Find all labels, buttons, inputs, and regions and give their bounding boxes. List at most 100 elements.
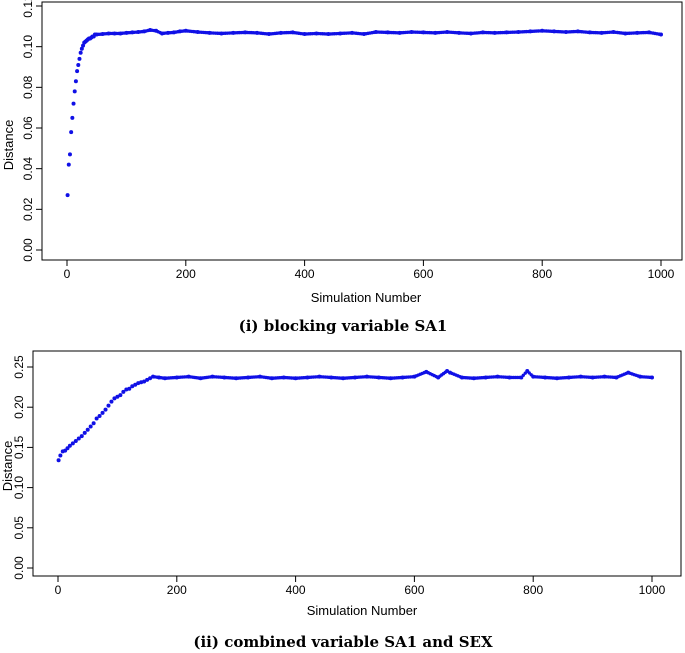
data-point-1-97: [146, 28, 150, 33]
data-point-2-167: [363, 375, 367, 379]
y-tick-label-1-5: 0.10: [21, 35, 35, 59]
data-point-2-27: [133, 382, 138, 387]
data-point-2-7: [73, 438, 78, 443]
data-point-2-127: [268, 376, 272, 380]
data-point-2-20: [112, 396, 117, 401]
data-point-1-164: [312, 31, 317, 36]
data-point-1-244: [502, 30, 507, 35]
data-point-1-11: [78, 50, 83, 55]
data-point-2-97: [196, 376, 201, 380]
data-point-1-174: [336, 31, 340, 36]
data-point-2-31: [145, 377, 150, 382]
data-point-2-172: [375, 375, 379, 380]
x-axis-1: 0 200 400 600 800 1000: [64, 260, 675, 281]
x-tick-label-2-2: 400: [286, 583, 306, 597]
data-point-2-275: [624, 371, 628, 376]
data-point-2-107: [220, 375, 225, 380]
data-point-1-83: [104, 31, 109, 36]
data-point-1-2: [67, 152, 72, 157]
data-point-1-9: [76, 62, 81, 67]
data-point-1-81: [98, 32, 103, 36]
panel-1: 0 200 400 600 800 1000 0.000.020.040.060.080.…: [1, 0, 683, 335]
data-point-2-11: [85, 427, 90, 432]
y-tick-label-2-4: 0.20: [12, 395, 26, 419]
data-point-1-229: [467, 31, 471, 36]
data-point-2-21: [115, 394, 120, 399]
data-point-1-274: [574, 29, 578, 34]
data-point-1-299: [633, 31, 637, 35]
data-point-1-214: [431, 31, 435, 35]
x-tick-label-2-0: 0: [55, 583, 62, 597]
x-tick-label-2-5: 1000: [639, 583, 666, 597]
data-point-2-112: [232, 376, 236, 380]
y-axis-label-1: Distance: [1, 120, 16, 171]
data-point-2-1: [58, 453, 63, 458]
panel-2: 0 200 400 600 800 1000 0.000.050.100.150.200.…: [0, 350, 682, 651]
data-point-2-162: [351, 375, 355, 380]
data-point-1-1: [66, 162, 71, 167]
data-point-2-92: [185, 375, 189, 379]
x-tick-label-1-4: 800: [532, 267, 552, 281]
y-tick-label-2-5: 0.25: [12, 355, 26, 379]
data-point-2-187: [410, 375, 415, 379]
data-point-1-309: [657, 32, 661, 36]
data-point-2-23: [121, 389, 126, 394]
y-tick-label-2-3: 0.15: [12, 435, 26, 459]
data-point-2-226: [505, 375, 510, 380]
data-point-1-6: [72, 89, 77, 94]
data-point-2-221: [493, 375, 498, 379]
x-tick-label-2-1: 200: [167, 583, 187, 597]
data-points-1: [65, 27, 663, 198]
data-point-1-87: [116, 31, 121, 36]
data-point-1-159: [300, 32, 305, 36]
data-point-2-25: [127, 386, 132, 391]
data-point-1-254: [526, 29, 531, 34]
data-point-2-9: [79, 434, 84, 439]
data-point-1-105: [170, 30, 174, 35]
data-point-1-101: [158, 30, 162, 35]
x-axis-label-1: Simulation Number: [311, 290, 422, 305]
data-point-1-4: [70, 115, 75, 120]
data-point-2-216: [482, 375, 486, 380]
data-point-1-13: [81, 43, 86, 48]
data-point-1-149: [277, 31, 281, 35]
y-tick-label-2-2: 0.10: [12, 476, 26, 500]
data-point-1-95: [140, 29, 144, 34]
plot-frame-1: [41, 1, 683, 261]
data-point-2-177: [386, 376, 391, 380]
data-point-1-294: [621, 31, 626, 35]
data-point-1-184: [360, 32, 364, 36]
data-point-1-85: [110, 31, 115, 36]
data-point-1-234: [479, 30, 483, 35]
y-axis-label-2: Distance: [0, 441, 15, 492]
data-point-2-122: [256, 375, 260, 379]
data-point-2-270: [612, 375, 617, 380]
data-point-2-14: [94, 416, 99, 421]
data-point-2-157: [339, 376, 343, 380]
data-point-2-15: [97, 414, 102, 419]
data-point-2-250: [565, 375, 569, 380]
data-point-2-32: [148, 376, 153, 381]
data-point-2-182: [398, 375, 403, 380]
data-point-1-289: [609, 30, 614, 34]
data-point-1-259: [538, 29, 542, 33]
data-point-2-132: [280, 375, 284, 380]
data-point-1-124: [217, 31, 222, 36]
data-point-2-260: [588, 375, 593, 380]
data-point-2-30: [142, 379, 147, 384]
y-tick-label-1-6: 0.12: [21, 0, 35, 18]
data-points-2: [56, 369, 654, 463]
y-tick-label-1-2: 0.04: [21, 157, 35, 181]
data-point-2-80: [155, 375, 159, 379]
data-point-1-107: [176, 30, 180, 34]
x-tick-label-1-3: 600: [413, 267, 433, 281]
data-point-2-117: [244, 375, 248, 380]
data-point-1-119: [205, 31, 210, 35]
panel-caption-2: (ii) combined variable SA1 and SEX: [193, 633, 493, 651]
data-point-1-199: [395, 31, 400, 35]
data-point-2-197: [434, 374, 438, 379]
data-point-2-147: [315, 375, 320, 379]
data-point-1-93: [134, 30, 138, 34]
data-point-2-82: [161, 376, 165, 380]
y-tick-label-2-0: 0.00: [12, 556, 26, 580]
